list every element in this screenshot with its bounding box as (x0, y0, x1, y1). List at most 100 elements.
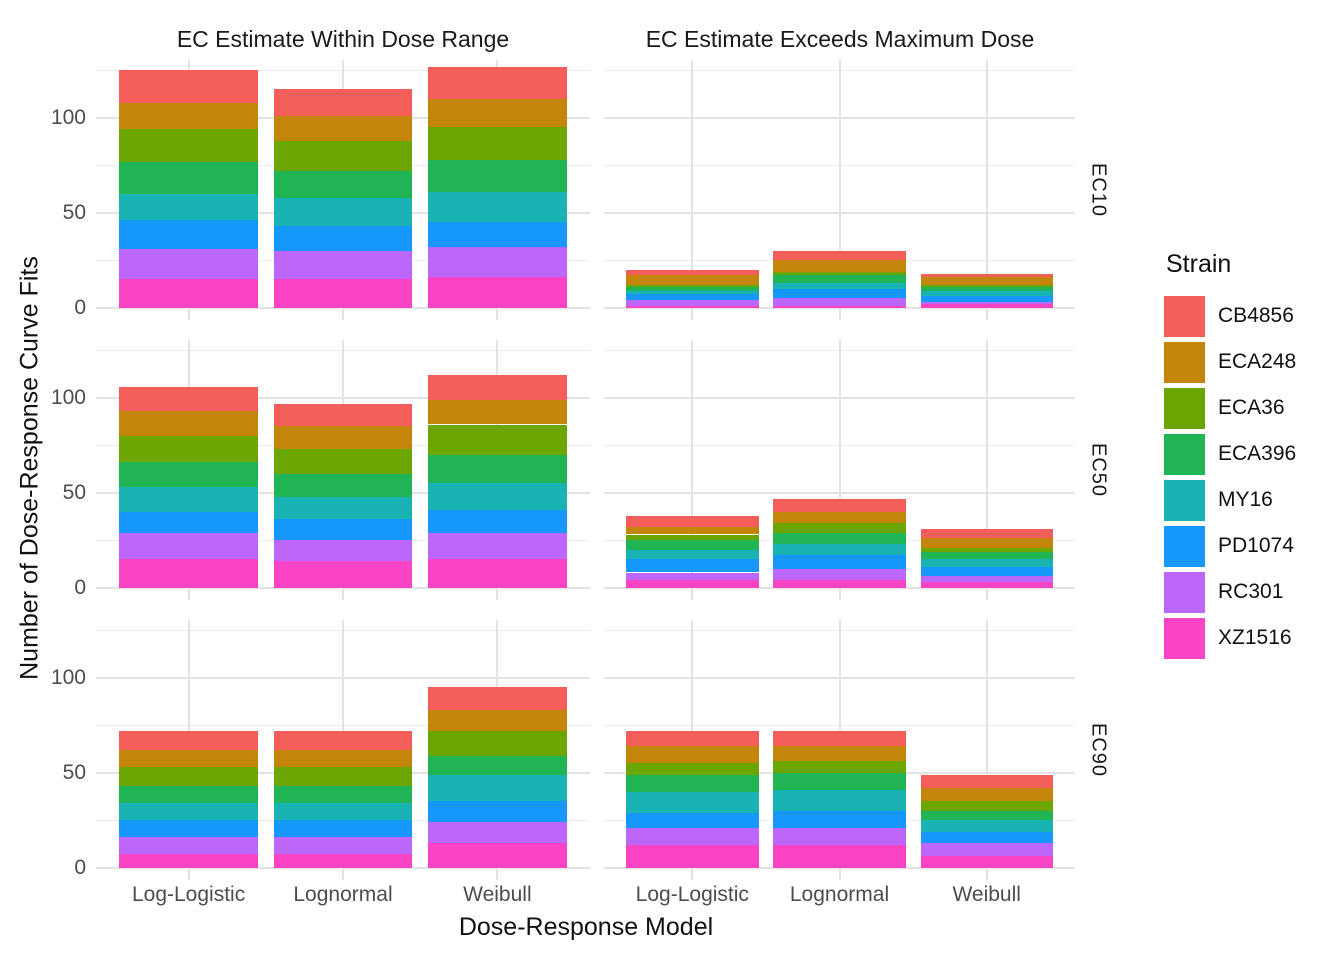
legend-item: PD1074 (1164, 523, 1342, 569)
bar-segment (920, 273, 1053, 278)
bar-segment (119, 386, 259, 412)
facet-panel (96, 620, 590, 880)
bar-segment (626, 746, 759, 764)
bar-segment (427, 424, 567, 455)
bar-segment (773, 827, 906, 845)
bar-segment (626, 275, 759, 285)
facet-panel (604, 60, 1075, 320)
bar-segment (626, 812, 759, 828)
x-axis-title: Dose-Response Model (458, 913, 714, 941)
bar-segment (427, 774, 567, 802)
bar-segment (773, 731, 906, 747)
bar-segment (773, 275, 906, 283)
gridline-vertical (985, 60, 988, 320)
bar-segment (626, 540, 759, 550)
facet-column-title-within: EC Estimate Within Dose Range (176, 26, 510, 52)
bar-segment (273, 250, 413, 280)
bar-segment (273, 226, 413, 251)
bar-segment (427, 98, 567, 128)
x-tick-label: Weibull (463, 883, 532, 906)
y-tick-label: 50 (62, 760, 86, 784)
y-tick-label: 50 (62, 480, 86, 504)
legend-label: XZ1516 (1218, 626, 1292, 649)
bar-segment (626, 515, 759, 527)
y-tick-label: 0 (74, 855, 86, 879)
bar-segment (920, 831, 1053, 843)
bar-segment (773, 511, 906, 524)
bar-segment (119, 487, 259, 512)
legend-item: MY16 (1164, 477, 1342, 523)
y-tick-label: 0 (74, 575, 86, 599)
bar-segment (273, 116, 413, 141)
bar-segment (920, 810, 1053, 821)
bar-segment (273, 519, 413, 541)
bar-segment (626, 827, 759, 845)
bar-segment (119, 750, 259, 768)
legend-title: Strain (1166, 250, 1232, 278)
facet-column-title-exceeds: EC Estimate Exceeds Maximum Dose (645, 26, 1035, 52)
bar-segment (920, 277, 1053, 285)
legend-swatch (1164, 295, 1205, 337)
bar-segment (920, 303, 1053, 308)
bar-segment (273, 171, 413, 198)
bar-segment (273, 854, 413, 868)
bar-segment (427, 399, 567, 425)
legend-swatch (1164, 617, 1205, 659)
facet-strip-label: EC10 (1084, 60, 1112, 320)
bar-segment (773, 568, 906, 581)
bar-segment (626, 284, 759, 287)
bar-segment (773, 305, 906, 308)
bar-segment (427, 246, 567, 278)
bar-segment (119, 220, 259, 249)
legend-swatch (1164, 341, 1205, 383)
x-tick-label: Lognormal (789, 883, 890, 906)
gridline-vertical (838, 340, 841, 600)
bar-segment (920, 296, 1053, 302)
gridline-vertical (985, 340, 988, 600)
bar-segment (773, 555, 906, 569)
legend-label: MY16 (1218, 488, 1273, 511)
legend-item: CB4856 (1164, 293, 1342, 339)
bar-segment (773, 532, 906, 544)
bar-segment (773, 260, 906, 272)
bar-segment (626, 269, 759, 276)
bar-segment (626, 300, 759, 306)
legend-label: ECA36 (1218, 396, 1285, 419)
bar-segment (119, 70, 259, 103)
bar-segment (773, 772, 906, 790)
bar-segment (273, 786, 413, 804)
bar-segment (427, 822, 567, 843)
facet-strip-label: EC90 (1084, 620, 1112, 880)
bar-segment (920, 528, 1053, 539)
bar-segment (119, 854, 259, 868)
bar-segment (626, 534, 759, 541)
bar-segment (273, 837, 413, 855)
bar-segment (773, 810, 906, 828)
legend-label: CB4856 (1218, 304, 1294, 327)
bar-segment (626, 290, 759, 295)
bar-segment (626, 731, 759, 747)
bar-segment (773, 523, 906, 533)
bar-segment (427, 159, 567, 192)
legend-label: PD1074 (1218, 534, 1294, 557)
bar-segment (119, 820, 259, 838)
facet-strip-text: EC90 (1087, 722, 1110, 778)
bar-segment (920, 559, 1053, 567)
facet-strip-label: EC50 (1084, 340, 1112, 600)
bar-segment (920, 856, 1053, 868)
bar-segment (273, 140, 413, 172)
bar-segment (626, 844, 759, 868)
bar-segment (920, 290, 1053, 297)
bar-segment (119, 129, 259, 162)
bar-segment (273, 403, 413, 427)
bar-segment (273, 89, 413, 116)
bar-segment (920, 284, 1053, 287)
bar-segment (920, 820, 1053, 832)
legend-swatch (1164, 433, 1205, 475)
bar-segment (427, 483, 567, 510)
bar-segment (920, 582, 1053, 588)
bar-segment (273, 540, 413, 562)
bar-segment (427, 454, 567, 484)
y-tick-label: 100 (50, 105, 86, 129)
